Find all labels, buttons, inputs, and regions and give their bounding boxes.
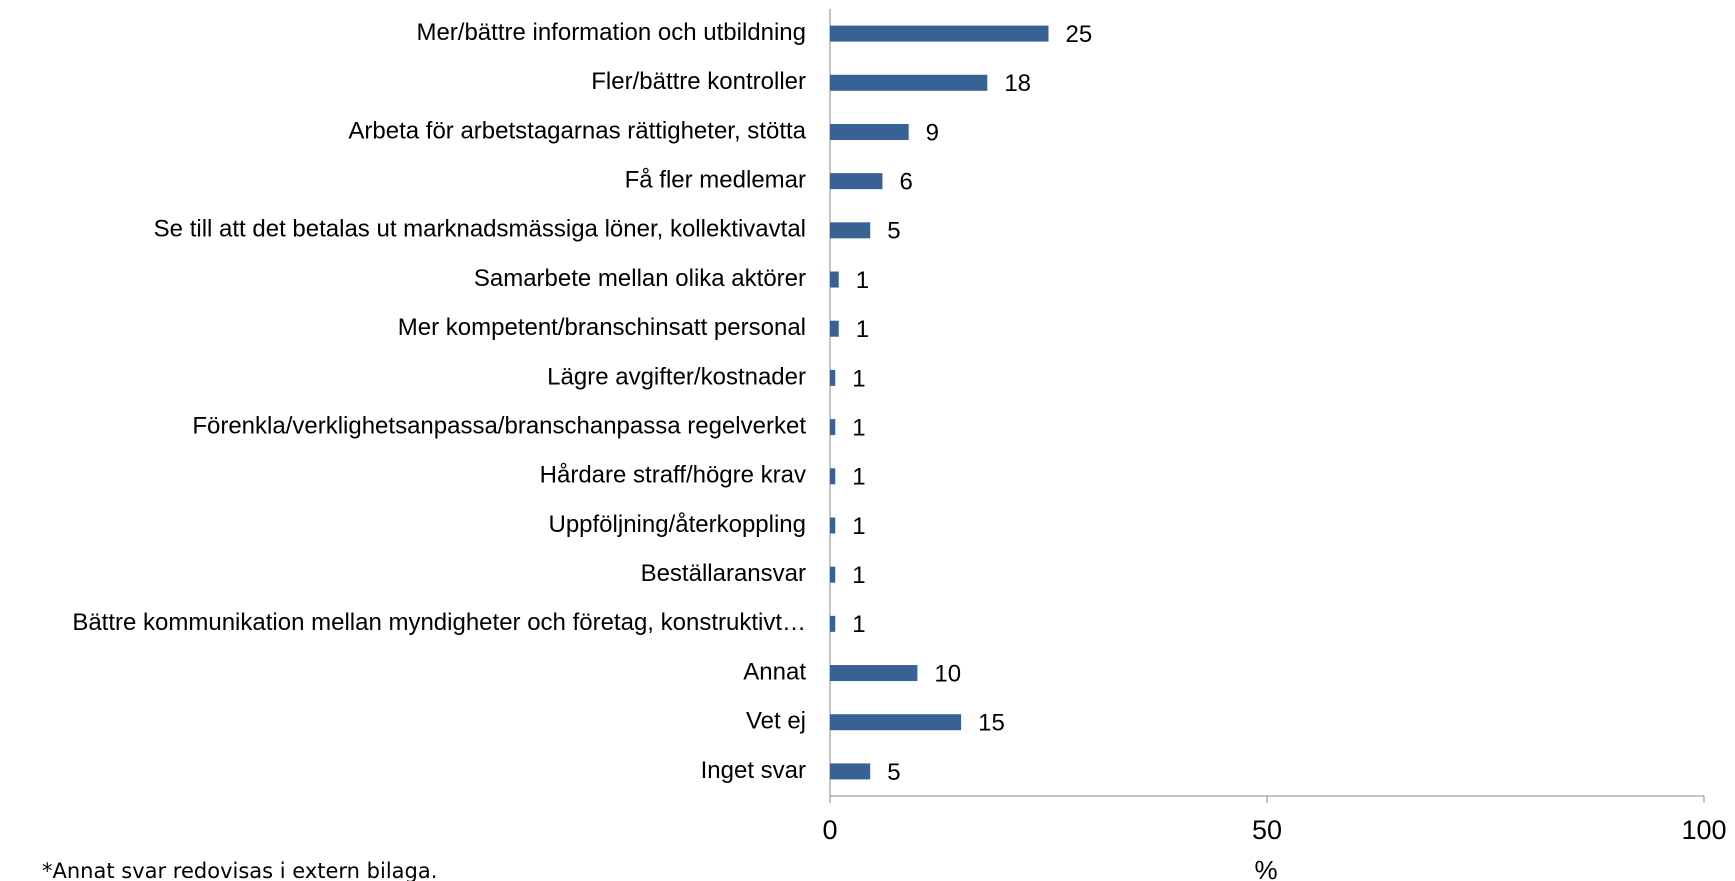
footnote: *Annat svar redovisas i extern bilaga.	[42, 859, 437, 881]
bar	[830, 320, 839, 337]
data-label: 9	[926, 119, 939, 146]
x-tick-label: 100	[1681, 815, 1726, 845]
data-label: 5	[887, 218, 900, 245]
y-tick-label: Beställaransvar	[641, 560, 806, 587]
bar	[830, 468, 836, 485]
y-tick-label: Lägre avgifter/kostnader	[547, 363, 806, 390]
data-label: 1	[852, 365, 865, 392]
y-tick-label: Fler/bättre kontroller	[591, 68, 806, 95]
data-label: 1	[852, 414, 865, 441]
y-tick-label: Inget svar	[701, 757, 806, 784]
data-label: 15	[978, 710, 1005, 737]
bar	[830, 123, 909, 140]
x-tick-label: 50	[1252, 815, 1282, 845]
bar	[830, 222, 871, 239]
bar	[830, 763, 871, 780]
bar	[830, 615, 836, 632]
y-tick-label: Samarbete mellan olika aktörer	[474, 265, 806, 292]
y-tick-label: Få fler medlemar	[625, 167, 806, 194]
bar	[830, 271, 839, 288]
bar	[830, 714, 962, 731]
y-tick-label: Arbeta för arbetstagarnas rättigheter, s…	[348, 117, 806, 144]
data-label: 1	[852, 611, 865, 638]
bar	[830, 369, 836, 386]
y-tick-label: Hårdare straff/högre krav	[540, 462, 806, 489]
y-tick-label: Annat	[743, 658, 806, 685]
y-tick-label: Mer/bättre information och utbildning	[416, 19, 806, 46]
x-tick-label: 0	[822, 815, 837, 845]
data-label: 1	[852, 513, 865, 540]
bar	[830, 74, 988, 91]
bar	[830, 566, 836, 583]
bar	[830, 419, 836, 436]
data-label: 1	[852, 562, 865, 589]
bar	[830, 517, 836, 534]
y-tick-label: Se till att det betalas ut marknadsmässi…	[154, 216, 806, 243]
y-tick-label: Bättre kommunikation mellan myndigheter …	[72, 609, 806, 636]
data-label: 1	[856, 316, 869, 343]
data-label: 1	[856, 267, 869, 294]
data-label: 5	[887, 759, 900, 786]
y-tick-label: Förenkla/verklighetsanpassa/branschanpas…	[192, 412, 806, 439]
data-label: 10	[934, 660, 961, 687]
x-axis-label: %	[1254, 855, 1277, 881]
y-tick-label: Vet ej	[746, 708, 806, 735]
bar	[830, 173, 883, 190]
data-label: 18	[1004, 70, 1031, 97]
data-label: 1	[852, 464, 865, 491]
y-tick-label: Uppföljning/återkoppling	[548, 511, 806, 538]
bar	[830, 25, 1049, 42]
data-label: 6	[899, 169, 912, 196]
bar	[830, 665, 918, 682]
data-label: 25	[1066, 21, 1093, 48]
y-tick-label: Mer kompetent/branschinsatt personal	[398, 314, 806, 341]
